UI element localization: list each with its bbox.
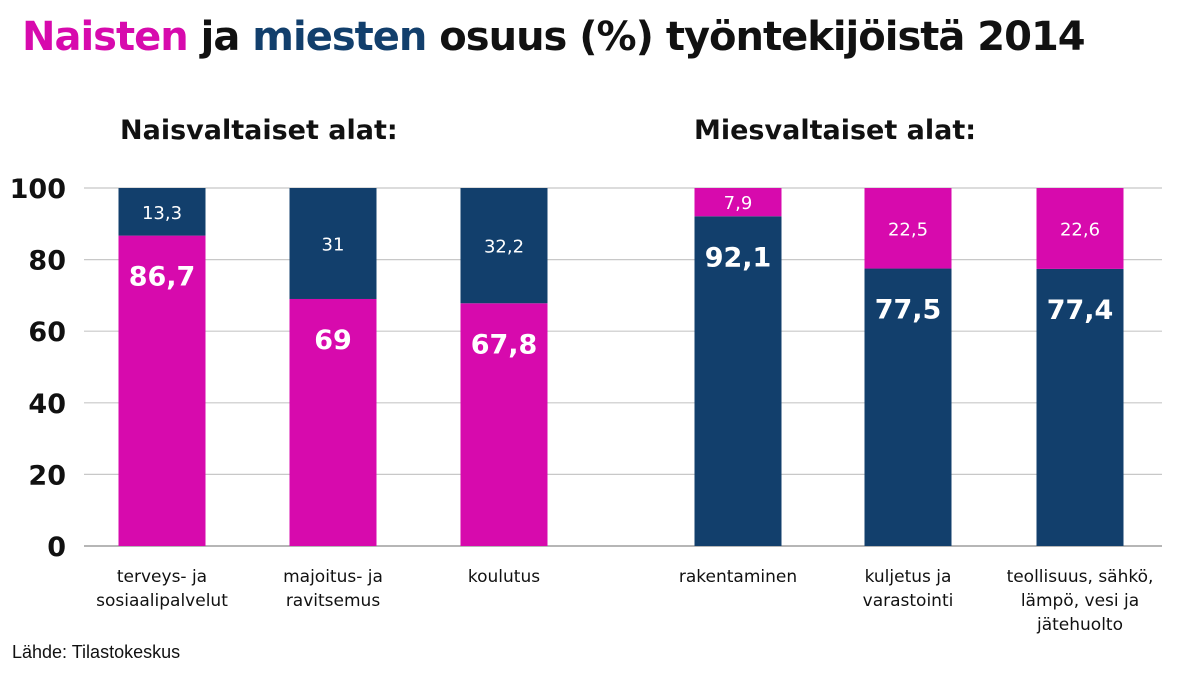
category-label: lämpö, vesi ja [1021,591,1139,611]
category-label: rakentaminen [679,567,797,587]
bar-segment-men [289,188,377,299]
data-label-women: 67,8 [471,329,538,360]
data-label-women: 22,5 [888,219,928,240]
data-label-women: 7,9 [724,193,753,214]
bar-segment-men [1036,268,1124,546]
bar-segment-men [118,188,206,236]
bar-segment-men [864,268,952,546]
bar-segment-men [694,216,782,547]
bar-segment-men [460,188,548,304]
data-label-men: 77,4 [1047,295,1114,326]
category-label: sosiaalipalvelut [96,591,228,611]
y-tick-label: 100 [10,174,66,205]
bar-segment-women [460,303,548,546]
title-word-and: ja [200,14,241,60]
y-tick-label: 80 [28,246,66,277]
title-word-men: miesten [252,14,427,60]
data-label-women: 69 [314,325,352,356]
y-tick-label: 20 [28,460,66,491]
data-label-men: 77,5 [875,295,942,326]
y-tick-label: 40 [28,389,66,420]
bar-segment-women [289,298,377,546]
title-word-women: Naisten [22,14,189,60]
data-label-women: 22,6 [1060,219,1100,240]
title-rest: osuus (%) työntekijöistä 2014 [439,14,1085,60]
group-title-male-dominated: Miesvaltaiset alat: [694,115,977,146]
bar-segment-women [1036,188,1124,269]
category-label: majoitus- ja [283,567,383,587]
data-label-men: 32,2 [484,237,524,258]
y-tick-label: 60 [28,317,66,348]
bar-segment-women [864,188,952,269]
chart-title: Naisten ja miesten osuus (%) työntekijöi… [22,14,1086,60]
category-label: teollisuus, sähkö, [1007,567,1154,587]
category-label: varastointi [863,591,954,611]
y-tick-label: 0 [47,532,66,563]
category-label: koulutus [468,567,540,587]
category-label: ravitsemus [286,591,381,611]
data-label-women: 86,7 [129,262,196,293]
group-title-female-dominated: Naisvaltaiset alat: [120,115,398,146]
bar-segment-women [118,235,206,546]
category-label: kuljetus ja [865,567,952,587]
data-label-men: 31 [322,234,345,255]
category-label: terveys- ja [117,567,207,587]
category-label: jätehuolto [1036,615,1123,635]
data-label-men: 13,3 [142,203,182,224]
bar-segment-women [694,188,782,217]
source-note: Lähde: Tilastokeskus [12,642,181,662]
data-label-men: 92,1 [705,242,772,273]
